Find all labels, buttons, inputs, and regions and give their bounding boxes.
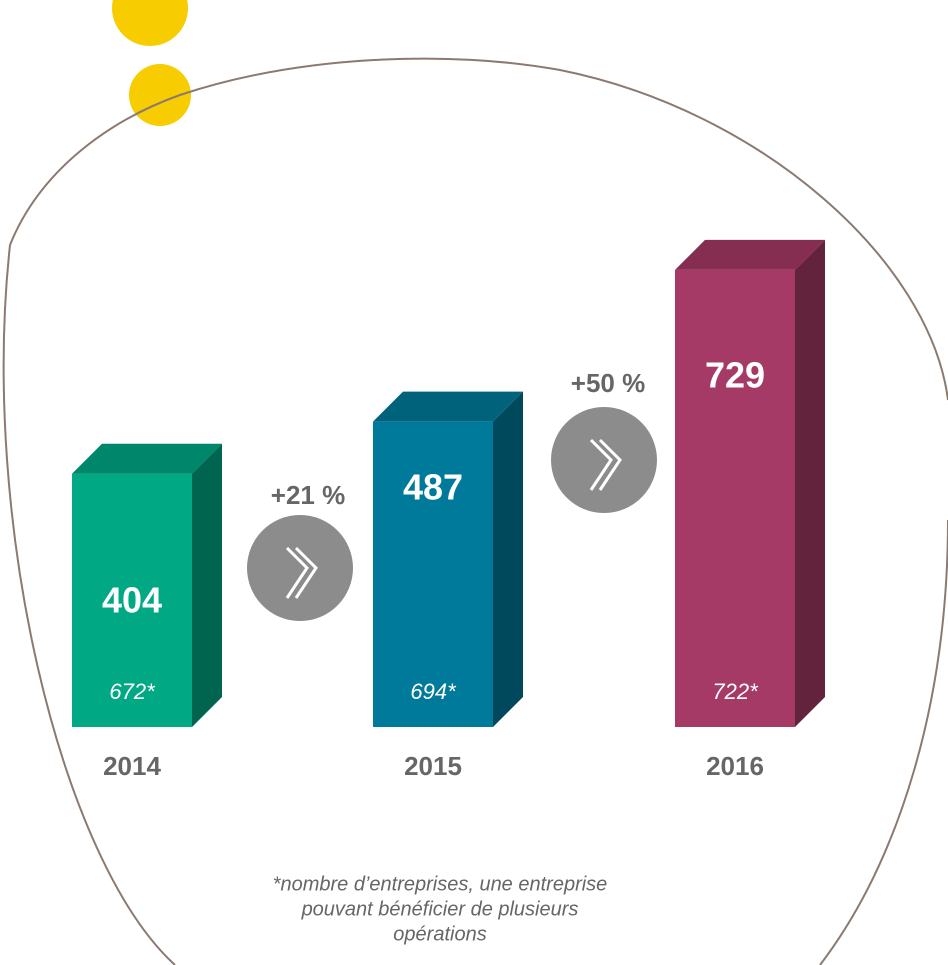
bar-side	[493, 391, 523, 727]
growth-badge	[247, 515, 353, 621]
growth-badge	[551, 407, 657, 513]
footnote: opérations	[393, 923, 486, 945]
count-label: 694*	[410, 679, 457, 704]
bar-top	[72, 443, 222, 474]
bar-top	[373, 391, 523, 422]
x-tick-label: 2015	[404, 751, 462, 781]
bar	[675, 269, 795, 727]
value-label: 404	[102, 580, 162, 621]
count-label: 672*	[109, 679, 156, 704]
growth-label: +50 %	[571, 368, 645, 398]
value-label: 487	[403, 467, 463, 508]
bar-side	[795, 239, 825, 728]
bar-top	[675, 239, 825, 270]
value-label: 729	[705, 355, 765, 396]
bar	[373, 421, 493, 727]
x-tick-label: 2014	[103, 751, 161, 781]
growth-label: +21 %	[271, 480, 345, 510]
bar	[72, 473, 192, 727]
decor-dot	[112, 0, 188, 46]
bar-side	[192, 443, 222, 727]
x-tick-label: 2016	[706, 751, 764, 781]
footnote: *nombre d’entreprises, une entreprise	[273, 873, 608, 895]
decor-arc	[2, 57, 948, 965]
footnote: pouvant bénéficier de plusieurs	[301, 898, 579, 920]
count-label: 722*	[712, 679, 759, 704]
